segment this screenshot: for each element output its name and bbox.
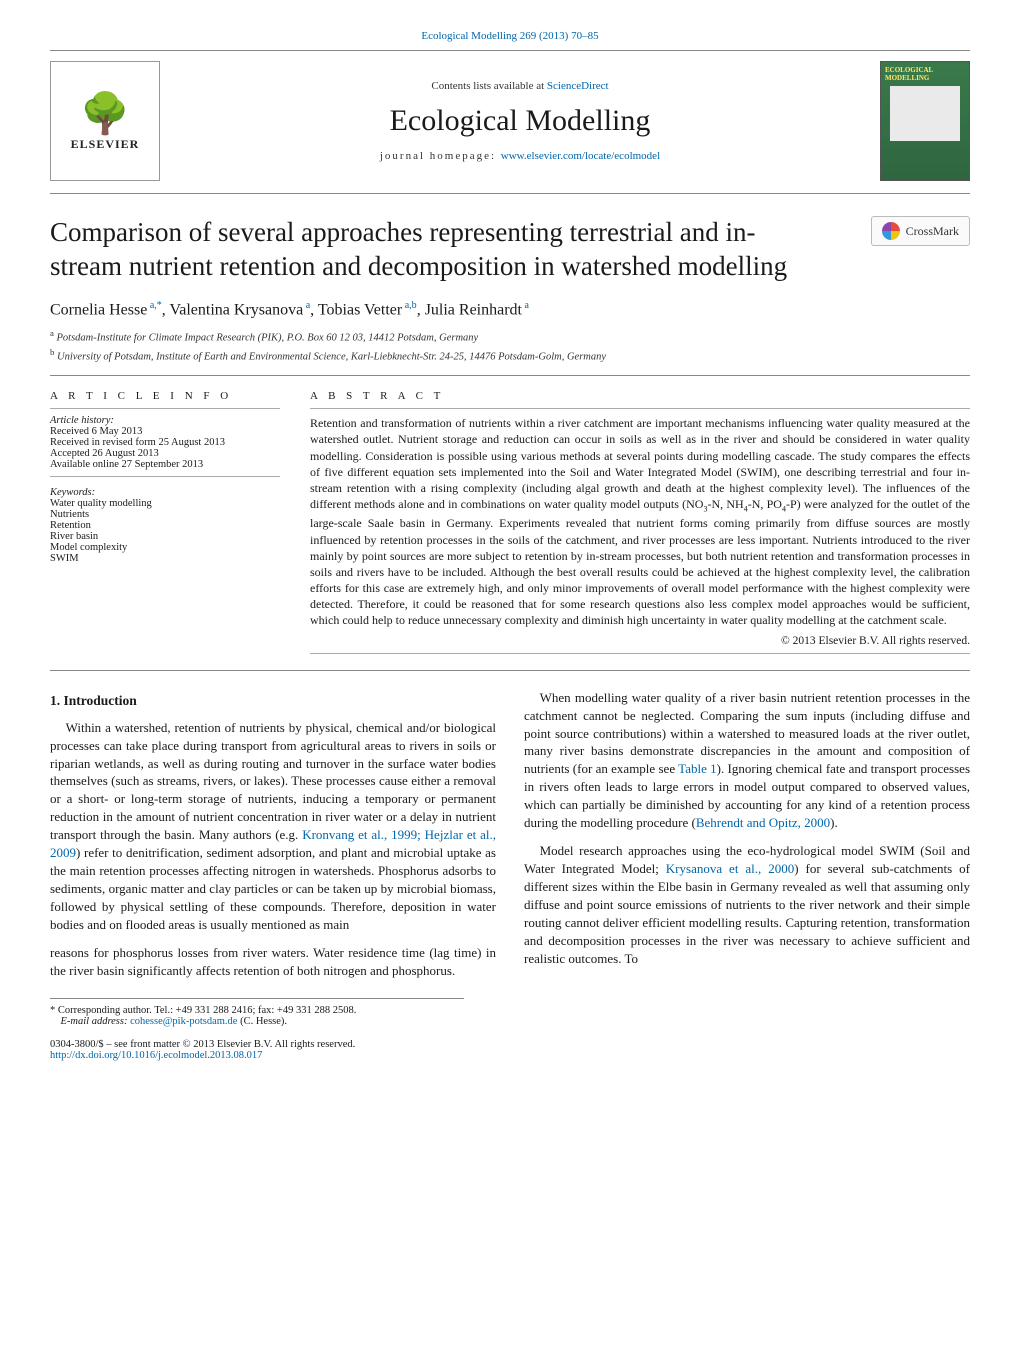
cover-label: ECOLOGICAL MODELLING <box>885 66 965 82</box>
abstract-rule-top <box>310 408 970 409</box>
keyword-item: SWIM <box>50 553 280 564</box>
journal-homepage-link[interactable]: www.elsevier.com/locate/ecolmodel <box>501 150 660 162</box>
corresponding-author-note: * Corresponding author. Tel.: +49 331 28… <box>50 1005 464 1016</box>
crossmark-badge[interactable]: CrossMark <box>871 216 970 246</box>
abstract-rule-bottom <box>310 653 970 654</box>
title-row: Comparison of several approaches represe… <box>50 216 970 284</box>
body-paragraph: Within a watershed, retention of nutrien… <box>50 719 496 934</box>
affiliation-a-text: Potsdam-Institute for Climate Impact Res… <box>57 332 479 343</box>
body-paragraph: Model research approaches using the eco-… <box>524 842 970 968</box>
header-center: Contents lists available at ScienceDirec… <box>170 80 870 162</box>
journal-reference: Ecological Modelling 269 (2013) 70–85 <box>50 30 970 42</box>
crossmark-label: CrossMark <box>906 224 959 239</box>
p3-c: ). <box>830 815 838 830</box>
keyword-item: Nutrients <box>50 509 280 520</box>
keyword-item: Water quality modelling <box>50 498 280 509</box>
email-who: (C. Hesse). <box>237 1016 287 1027</box>
section-rule-2 <box>50 670 970 671</box>
info-rule-1 <box>50 408 280 409</box>
journal-homepage-line: journal homepage: www.elsevier.com/locat… <box>170 150 870 162</box>
abstract-heading: a b s t r a c t <box>310 390 970 402</box>
history-revised: Received in revised form 25 August 2013 <box>50 437 280 448</box>
journal-header: 🌳 ELSEVIER Contents lists available at S… <box>50 61 970 181</box>
p4-b: ) for several sub-catchments of differen… <box>524 861 970 966</box>
affiliation-b-text: University of Potsdam, Institute of Eart… <box>57 352 606 363</box>
journal-title: Ecological Modelling <box>170 104 870 138</box>
body-paragraph: reasons for phosphorus losses from river… <box>50 944 496 980</box>
keyword-item: Retention <box>50 520 280 531</box>
abstract-column: a b s t r a c t Retention and transforma… <box>310 390 970 659</box>
abstract-copyright: © 2013 Elsevier B.V. All rights reserved… <box>310 635 970 647</box>
info-rule-2 <box>50 476 280 477</box>
history-online: Available online 27 September 2013 <box>50 459 280 470</box>
top-rule <box>50 50 970 51</box>
keywords-label: Keywords: <box>50 487 280 498</box>
contents-lists-line: Contents lists available at ScienceDirec… <box>170 80 870 92</box>
article-history-label: Article history: <box>50 415 280 426</box>
citation-link[interactable]: Behrendt and Opitz, 2000 <box>696 815 830 830</box>
footnotes-block: * Corresponding author. Tel.: +49 331 28… <box>50 998 464 1027</box>
journal-cover-thumbnail: ECOLOGICAL MODELLING <box>880 61 970 181</box>
publisher-logo: 🌳 ELSEVIER <box>50 61 160 181</box>
keywords-list: Water quality modelling Nutrients Retent… <box>50 498 280 564</box>
article-info-column: a r t i c l e i n f o Article history: R… <box>50 390 280 659</box>
history-received: Received 6 May 2013 <box>50 426 280 437</box>
article-title: Comparison of several approaches represe… <box>50 216 790 284</box>
homepage-prefix: journal homepage: <box>380 150 501 162</box>
sciencedirect-link[interactable]: ScienceDirect <box>547 80 609 92</box>
info-abstract-row: a r t i c l e i n f o Article history: R… <box>50 390 970 659</box>
cover-image-placeholder <box>890 86 960 141</box>
body-two-columns: 1. Introduction Within a watershed, rete… <box>50 689 970 984</box>
p1-b: ) refer to denitrification, sediment ads… <box>50 845 496 932</box>
p1-a: Within a watershed, retention of nutrien… <box>50 720 496 843</box>
table-ref-link[interactable]: Table 1 <box>678 761 717 776</box>
abstract-text: Retention and transformation of nutrient… <box>310 415 970 628</box>
issn-block: 0304-3800/$ – see front matter © 2013 El… <box>50 1039 970 1061</box>
article-info-heading: a r t i c l e i n f o <box>50 390 280 402</box>
affiliation-a: a Potsdam-Institute for Climate Impact R… <box>50 327 970 346</box>
keyword-item: Model complexity <box>50 542 280 553</box>
author-list: Cornelia Hesse a,*, Valentina Krysanova … <box>50 300 970 319</box>
issn-copyright-line: 0304-3800/$ – see front matter © 2013 El… <box>50 1039 970 1050</box>
section-heading-introduction: 1. Introduction <box>50 693 496 709</box>
history-accepted: Accepted 26 August 2013 <box>50 448 280 459</box>
citation-link[interactable]: Krysanova et al., 2000 <box>666 861 794 876</box>
email-label: E-mail address: <box>61 1016 131 1027</box>
affiliation-b: b University of Potsdam, Institute of Ea… <box>50 346 970 365</box>
section-rule-1 <box>50 375 970 376</box>
contents-prefix: Contents lists available at <box>431 80 546 92</box>
crossmark-icon <box>882 222 900 240</box>
corresponding-email-link[interactable]: cohesse@pik-potsdam.de <box>130 1016 237 1027</box>
publisher-name: ELSEVIER <box>71 137 140 152</box>
mid-rule <box>50 193 970 194</box>
email-line: E-mail address: cohesse@pik-potsdam.de (… <box>50 1016 464 1027</box>
elsevier-tree-icon: 🌳 <box>80 90 130 137</box>
keyword-item: River basin <box>50 531 280 542</box>
doi-link[interactable]: http://dx.doi.org/10.1016/j.ecolmodel.20… <box>50 1050 262 1061</box>
body-paragraph: When modelling water quality of a river … <box>524 689 970 833</box>
